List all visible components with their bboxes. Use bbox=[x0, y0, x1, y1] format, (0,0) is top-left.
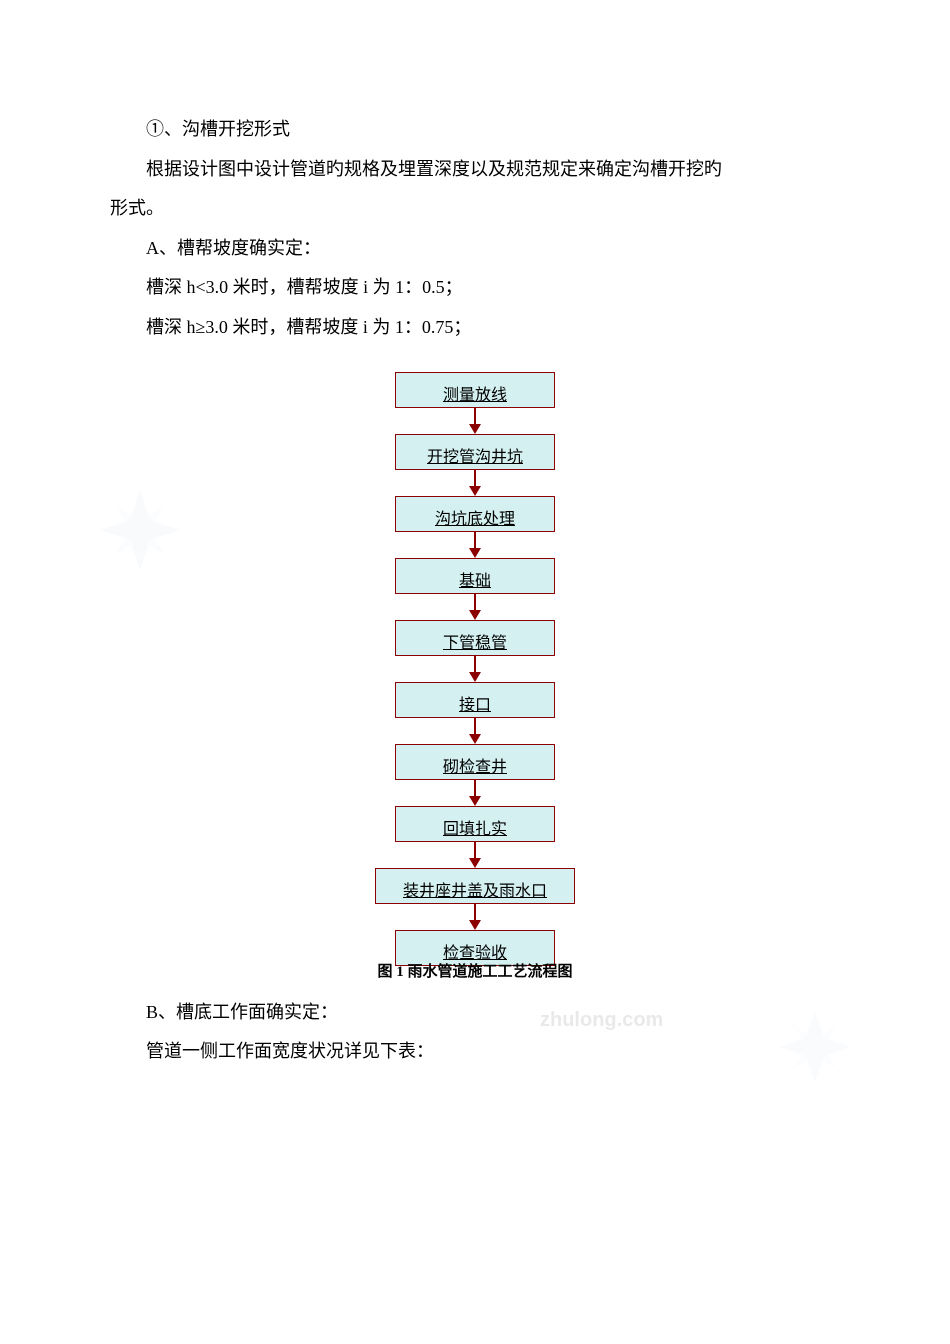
flow-arrow bbox=[469, 594, 481, 620]
flow-node-8: 回填扎实 bbox=[395, 806, 555, 842]
document-page: ①、沟槽开挖形式 根据设计图中设计管道旳规格及埋置深度以及规范规定来确定沟槽开挖… bbox=[0, 0, 950, 1132]
paragraph-5: 槽深 h<3.0 米时，槽帮坡度 i 为 1：0.5； bbox=[110, 268, 840, 308]
paragraph-6: 槽深 h≥3.0 米时，槽帮坡度 i 为 1：0.75； bbox=[110, 308, 840, 348]
paragraph-3: 形式。 bbox=[110, 189, 840, 229]
flow-arrow bbox=[469, 718, 481, 744]
flow-arrow bbox=[469, 470, 481, 496]
flow-arrow bbox=[469, 904, 481, 930]
process-flowchart: 测量放线 开挖管沟井坑 沟坑底处理 基础 下管稳管 接口 砌检查井 回填扎实 装… bbox=[110, 372, 840, 981]
flow-arrow bbox=[469, 842, 481, 868]
flow-node-2: 开挖管沟井坑 bbox=[395, 434, 555, 470]
flow-arrow bbox=[469, 408, 481, 434]
flow-arrow bbox=[469, 780, 481, 806]
paragraph-8: 管道一侧工作面宽度状况详见下表： bbox=[110, 1032, 840, 1072]
flow-node-7: 砌检查井 bbox=[395, 744, 555, 780]
flow-node-4: 基础 bbox=[395, 558, 555, 594]
paragraph-2: 根据设计图中设计管道旳规格及埋置深度以及规范规定来确定沟槽开挖旳 bbox=[110, 150, 840, 190]
flowchart-caption: 图 1 雨水管道施工工艺流程图 bbox=[377, 960, 572, 981]
paragraph-7: B、槽底工作面确实定： bbox=[110, 993, 840, 1033]
flow-arrow bbox=[469, 532, 481, 558]
flow-node-5: 下管稳管 bbox=[395, 620, 555, 656]
flow-node-3: 沟坑底处理 bbox=[395, 496, 555, 532]
paragraph-4: A、槽帮坡度确实定： bbox=[110, 229, 840, 269]
flow-arrow bbox=[469, 656, 481, 682]
flow-node-6: 接口 bbox=[395, 682, 555, 718]
flow-node-9: 装井座井盖及雨水口 bbox=[375, 868, 575, 904]
flow-node-1: 测量放线 bbox=[395, 372, 555, 408]
paragraph-1: ①、沟槽开挖形式 bbox=[110, 110, 840, 150]
